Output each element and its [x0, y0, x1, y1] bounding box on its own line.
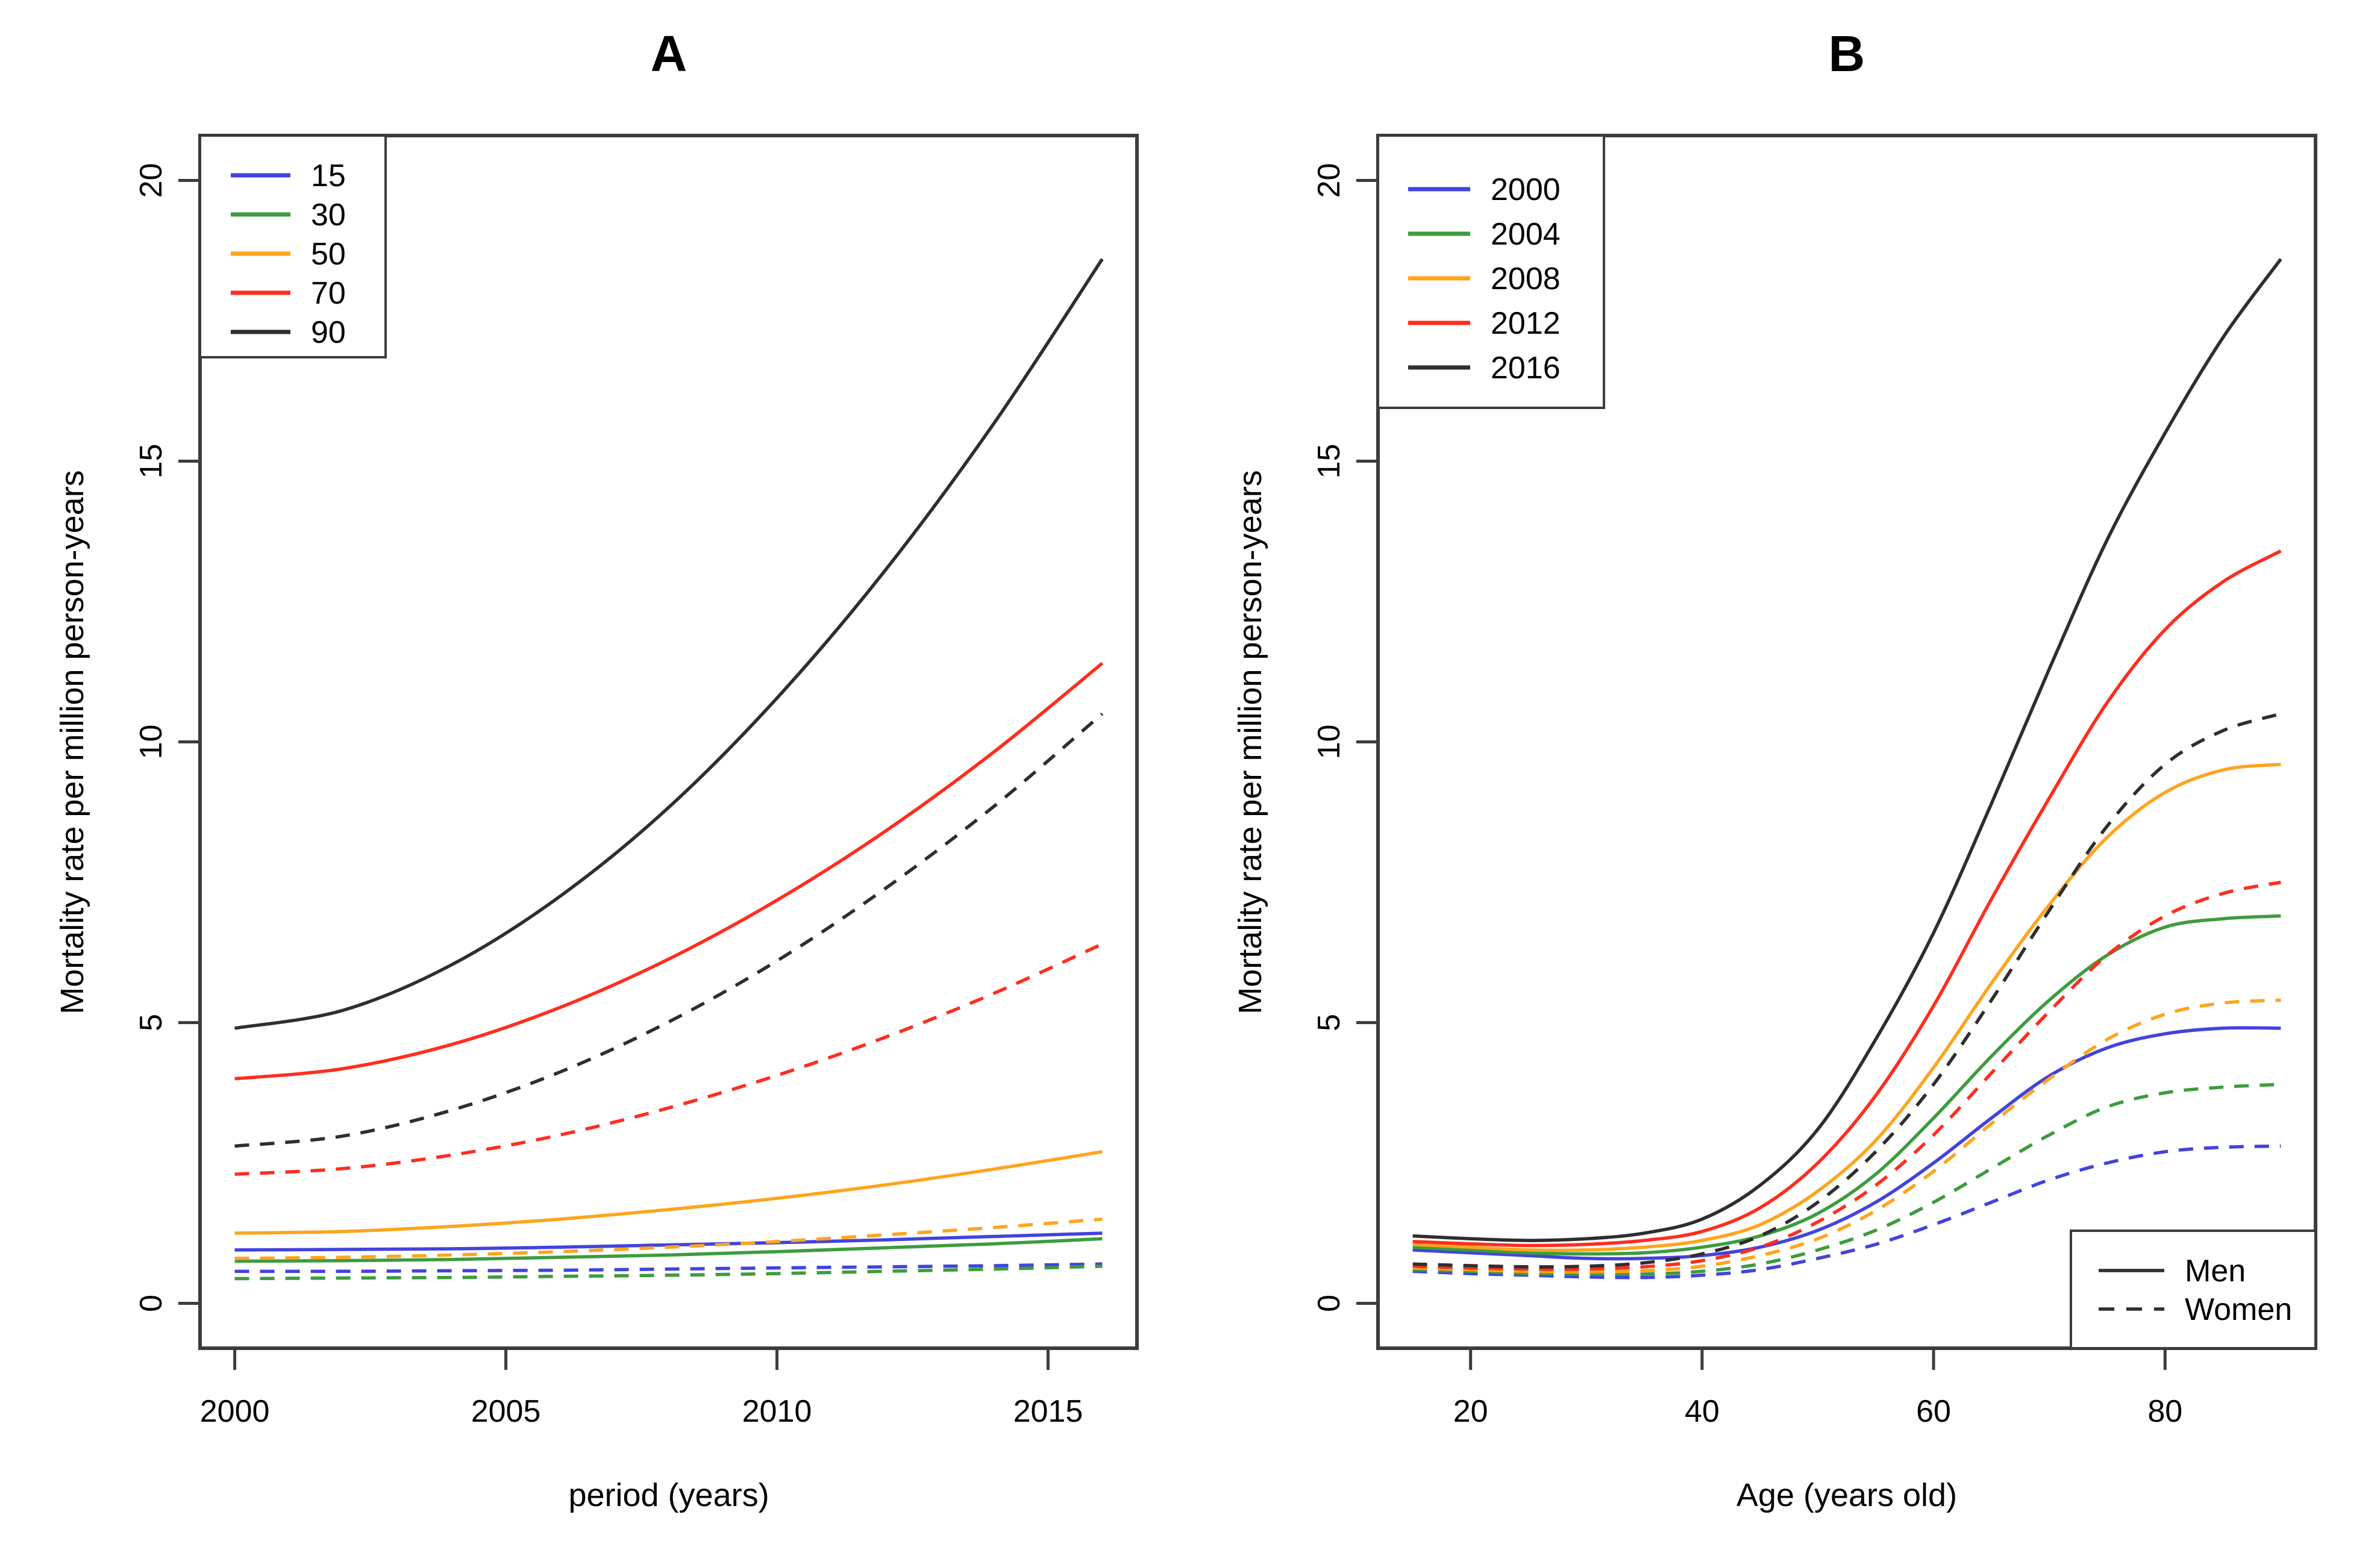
series-line-2012-women — [1412, 880, 2281, 1271]
legend-entry-label: 2000 — [1491, 172, 1561, 207]
series-line-2000-women — [1412, 1144, 2281, 1280]
panel-a-title: A — [651, 25, 687, 82]
series-line-age-70-men — [234, 661, 1104, 1081]
series-line-2012-men — [1412, 549, 2282, 1248]
legend-box — [1377, 134, 1605, 409]
series-line-2016-women — [1412, 712, 2282, 1269]
x-tick-label: 2005 — [471, 1394, 541, 1429]
legend-entry-label: 50 — [311, 237, 346, 272]
y-tick-label: 5 — [1312, 1014, 1347, 1031]
y-tick-label: 0 — [1312, 1295, 1347, 1312]
sex-legend-entry-label: Women — [2185, 1292, 2292, 1327]
y-tick-label: 0 — [134, 1295, 169, 1312]
series-line-2008-women — [1412, 998, 2281, 1274]
panel-a-ylabel: Mortality rate per million person-years — [54, 470, 90, 1014]
legend-box — [199, 134, 387, 358]
x-tick-label: 20 — [1453, 1394, 1488, 1429]
series-line-age-90-women — [234, 712, 1104, 1148]
legend-entry-label: 30 — [311, 198, 346, 233]
y-tick-label: 20 — [134, 163, 169, 198]
panel-b: 20 40 60 80 0 5 10 15 20 2000 2004 2008 2012 2016 MenW… — [1312, 134, 2317, 1429]
y-tick-label: 10 — [1312, 725, 1347, 760]
plot-box — [198, 134, 1139, 1350]
y-tick-label: 5 — [134, 1014, 169, 1031]
x-tick-label: 80 — [2147, 1394, 2182, 1429]
legend-entry-label: 2012 — [1491, 306, 1561, 341]
x-tick-label: 2000 — [200, 1394, 270, 1429]
legend-entry-label: 90 — [311, 315, 346, 350]
x-tick-label: 60 — [1916, 1394, 1951, 1429]
sex-legend-box — [2070, 1230, 2317, 1349]
legend-entry-label: 2004 — [1491, 217, 1561, 252]
panel-a-xlabel: period (years) — [568, 1477, 769, 1513]
y-tick-label: 15 — [1312, 444, 1347, 479]
series-line-age-70-women — [234, 942, 1103, 1176]
series-line-2016-men — [1412, 258, 2282, 1242]
series-line-2000-men — [1412, 1026, 2281, 1261]
legend-entry-label: 2016 — [1491, 351, 1561, 386]
series-line-age-30-men — [234, 1237, 1103, 1263]
x-tick-label: 2015 — [1013, 1394, 1083, 1429]
legend-entry-label: 15 — [311, 158, 346, 193]
y-tick-label: 10 — [134, 725, 169, 760]
x-tick-label: 2010 — [742, 1394, 812, 1429]
panel-b-title: B — [1829, 25, 1865, 82]
legend-entry-label: 2008 — [1491, 261, 1561, 296]
series-line-age-90-men — [234, 258, 1104, 1030]
y-tick-label: 20 — [1312, 163, 1347, 198]
panel-b-ylabel: Mortality rate per million person-years — [1232, 470, 1268, 1014]
plot-box — [1376, 134, 2317, 1350]
series-line-age-15-men — [234, 1231, 1103, 1252]
series-line-age-30-women — [234, 1264, 1103, 1281]
legend-entry-label: 70 — [311, 276, 346, 311]
series-line-2004-men — [1412, 914, 2281, 1256]
sex-legend-entry-label: Men — [2185, 1254, 2246, 1289]
panel-b-xlabel: Age (years old) — [1736, 1477, 1957, 1513]
y-tick-label: 15 — [134, 444, 169, 479]
series-line-age-50-men — [234, 1150, 1103, 1235]
series-line-age-50-women — [234, 1217, 1103, 1260]
series-line-2008-men — [1412, 763, 2281, 1252]
series-line-age-15-women — [234, 1262, 1103, 1274]
x-tick-label: 40 — [1685, 1394, 1720, 1429]
